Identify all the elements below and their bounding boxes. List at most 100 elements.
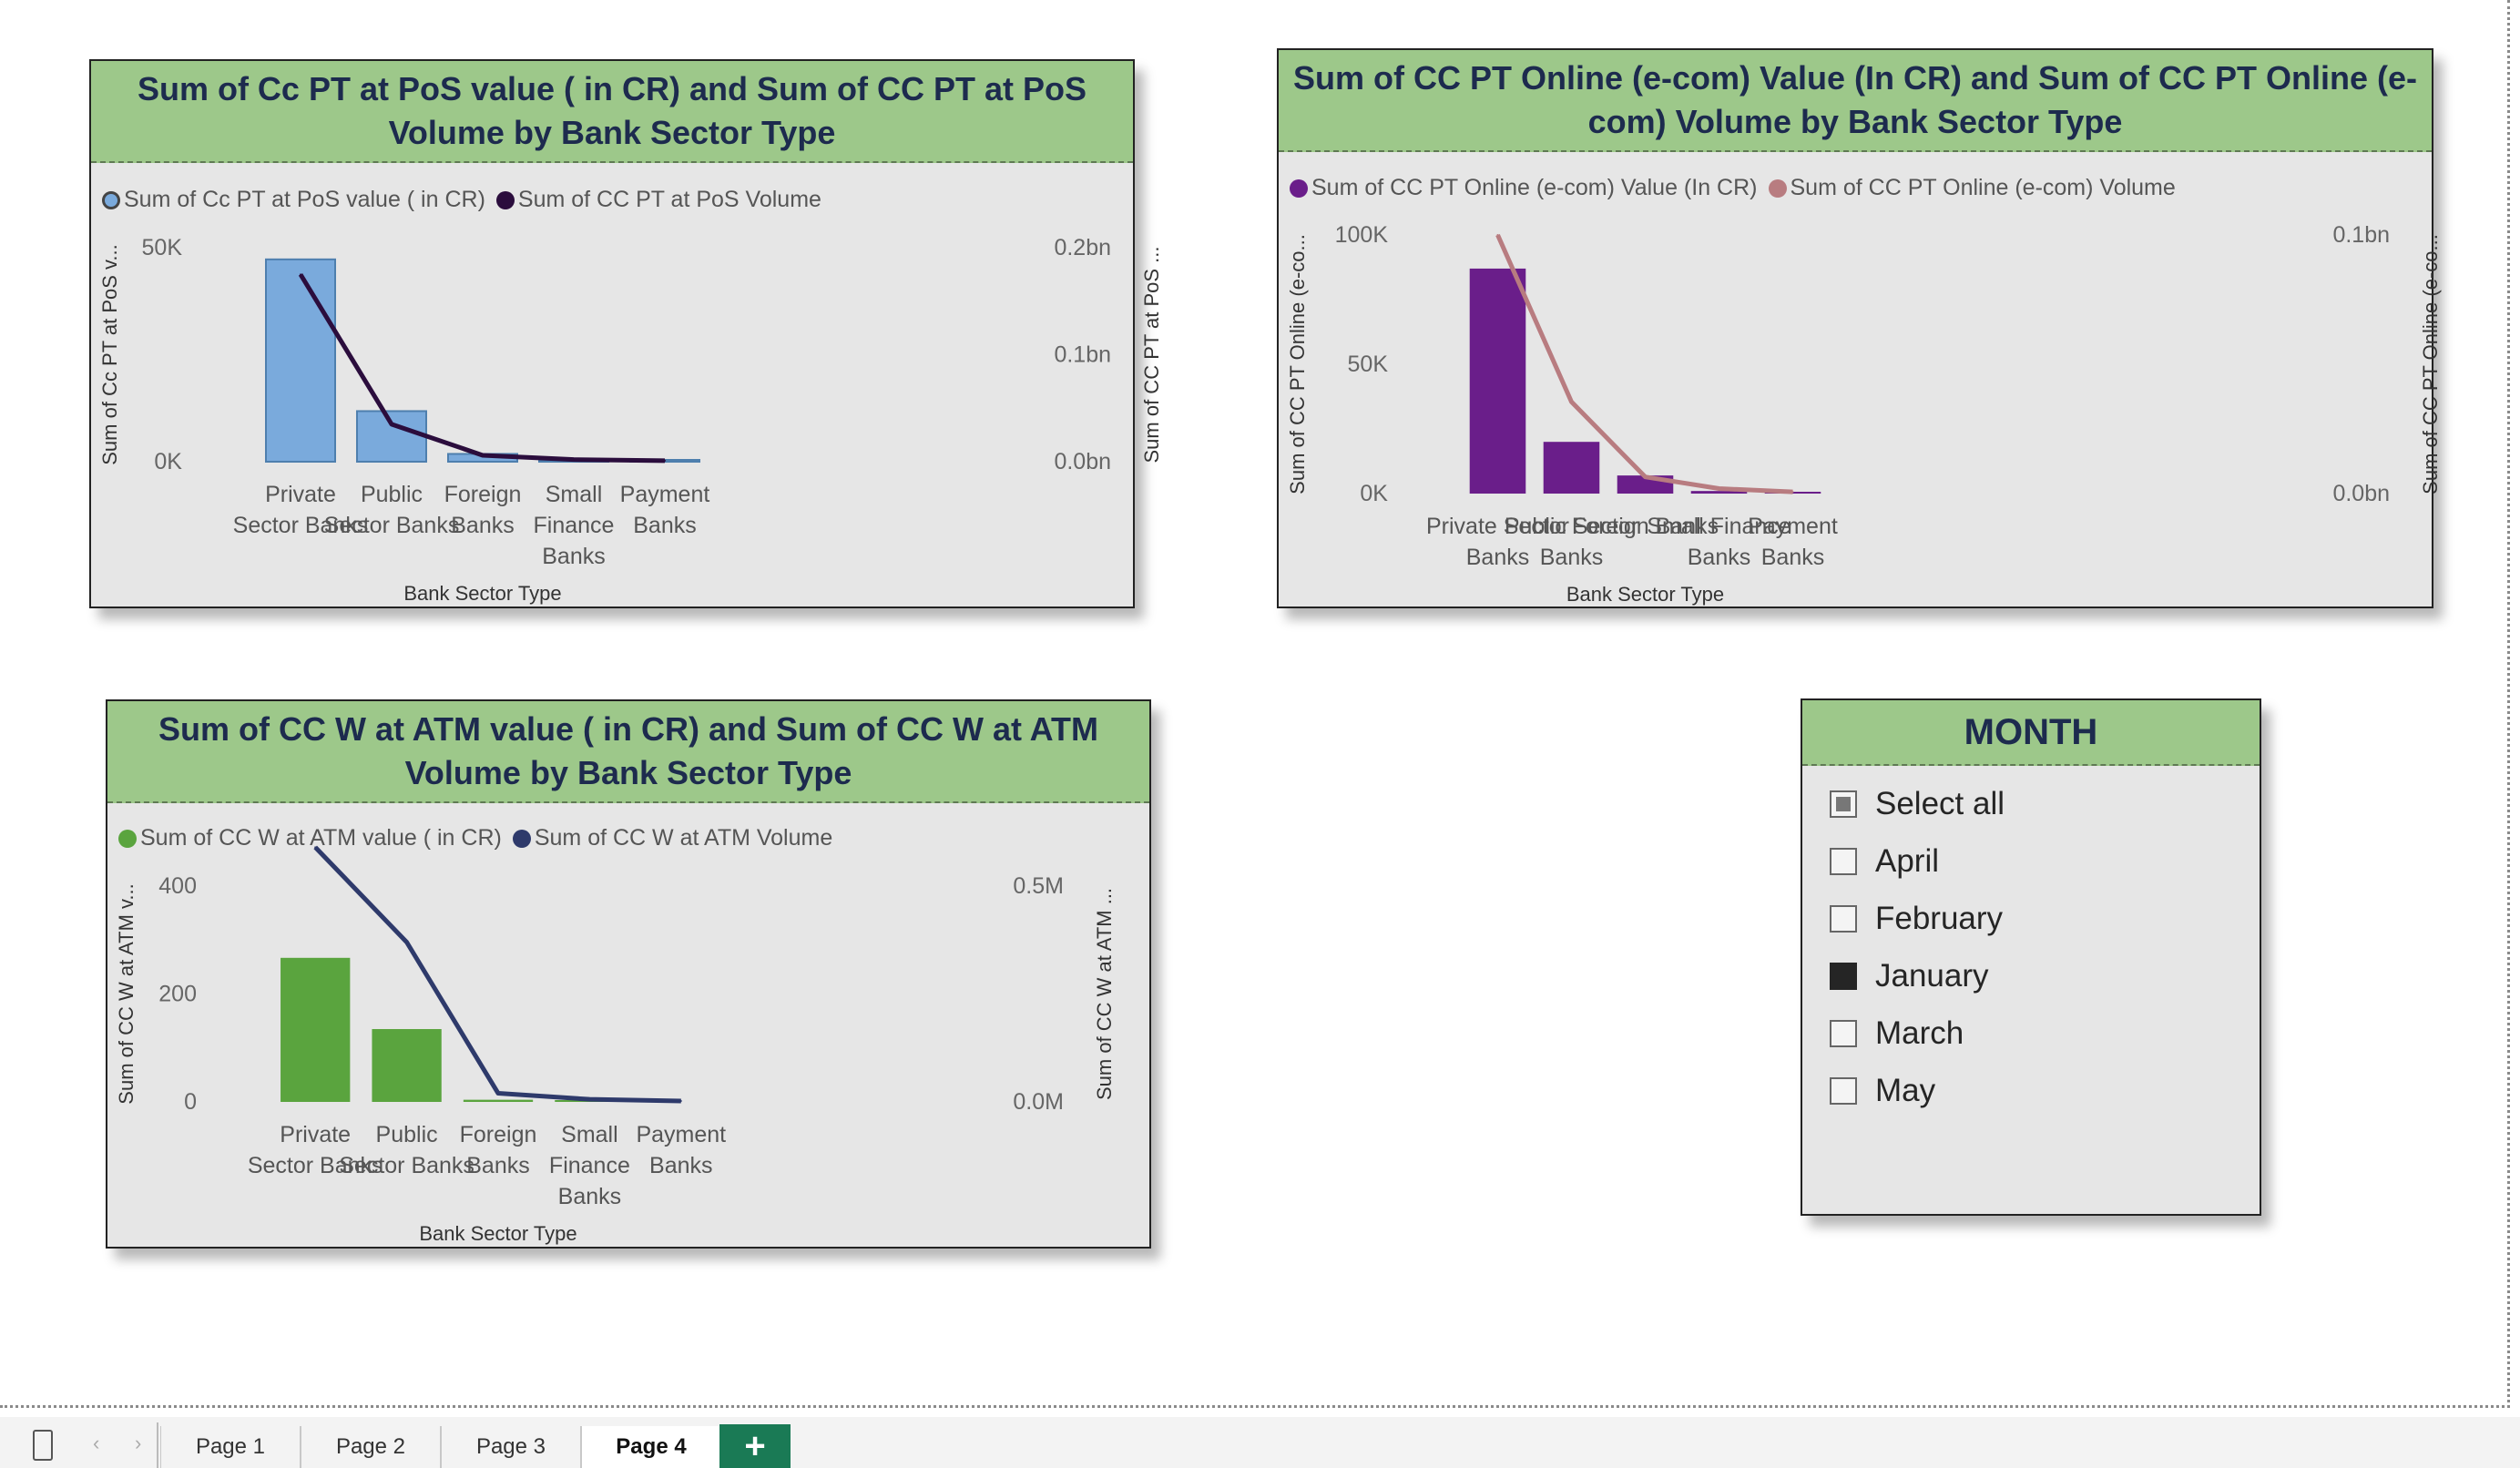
slicer-item[interactable]: May (1830, 1073, 1935, 1109)
x-tick-label: Public (376, 1122, 438, 1147)
x-axis-title: Bank Sector Type (403, 582, 561, 605)
x-tick-label: Foreign (460, 1122, 537, 1147)
page-tab[interactable]: Page 2 (301, 1426, 441, 1468)
chart-title: Sum of CC PT Online (e-com) Value (In CR… (1292, 59, 2418, 140)
mobile-layout-icon[interactable] (33, 1430, 53, 1461)
bar (281, 957, 351, 1102)
slicer-item[interactable]: February (1830, 901, 2003, 937)
slicer-item[interactable]: January (1830, 958, 1989, 994)
x-tick-label: Banks (1688, 545, 1750, 570)
x-tick-label: Sector Banks (324, 513, 460, 538)
series-line (298, 273, 666, 464)
tab-scroll-left-icon[interactable]: ‹ (93, 1432, 100, 1454)
bar (372, 1029, 442, 1102)
line-point (300, 273, 301, 276)
legend-item-line[interactable]: Sum of CC PT Online (e-com) Volume (1768, 175, 2176, 201)
chart-plot[interactable]: 0K 50K 0.0bn 0.1bn 0.2bn Sum of Cc PT at PoS … (91, 61, 1163, 610)
chart-ecom-visual[interactable]: Sum of CC PT Online (e-com) Value (In CR… (1277, 48, 2442, 610)
y-right-axis-title: Sum of CC PT Online (e-co... (2419, 234, 2442, 494)
checkbox-icon[interactable] (1830, 848, 1857, 875)
x-axis-title: Bank Sector Type (419, 1222, 576, 1245)
report-canvas (0, 0, 2510, 1408)
tab-scroll-right-icon[interactable]: › (135, 1432, 142, 1454)
x-tick-label: Small (546, 482, 603, 507)
slicer-item-label: February (1875, 901, 2004, 936)
slicer-item-label: Select all (1875, 786, 2005, 821)
legend-item-bar[interactable]: Sum of Cc PT at PoS value ( in CR) (102, 187, 485, 213)
checkbox-icon[interactable] (1830, 1077, 1857, 1105)
line-point (482, 454, 484, 456)
x-axis-title: Bank Sector Type (1566, 583, 1724, 606)
bar (463, 1099, 534, 1102)
legend-item-line[interactable]: Sum of CC PT at PoS Volume (495, 187, 821, 213)
checkbox-icon[interactable] (1830, 963, 1857, 990)
add-page-button[interactable]: + (719, 1424, 791, 1468)
x-tick-label: Payment (1748, 514, 1838, 539)
bar (356, 410, 427, 464)
checkbox-icon[interactable] (1830, 790, 1857, 818)
legend-item-bar[interactable]: Sum of CC W at ATM value ( in CR) (118, 825, 502, 851)
checkbox-icon[interactable] (1830, 905, 1857, 933)
page-tab[interactable]: Page 4x (581, 1422, 733, 1468)
legend-item-line[interactable]: Sum of CC W at ATM Volume (512, 825, 832, 851)
legend-item-bar[interactable]: Sum of CC PT Online (e-com) Value (In CR… (1290, 175, 1758, 201)
y-right-tick-label: 0.1bn (1054, 342, 1111, 368)
slicer-item[interactable]: Select all (1830, 786, 2005, 822)
y-left-tick-label: 50K (1348, 352, 1389, 377)
chart-title: Sum of CC W at ATM value ( in CR) and Su… (158, 710, 1098, 791)
x-tick-label: Sector Banks (339, 1153, 474, 1178)
x-tick-label: Sector Banks (233, 513, 369, 538)
y-left-axis-title: Sum of CC PT Online (e-co... (1286, 234, 1309, 494)
y-right-tick-label: 0.5M (1013, 873, 1064, 899)
slicer-item[interactable]: April (1830, 843, 1939, 880)
x-tick-label: Finance (534, 513, 615, 538)
slicer-item[interactable]: March (1830, 1015, 1964, 1052)
line-point (1718, 487, 1720, 490)
x-tick-label: Banks (451, 513, 514, 538)
legend-marker-line-icon (1768, 178, 1787, 198)
line-point (314, 846, 317, 849)
y-right-axis-title: Sum of CC W at ATM ... (1093, 888, 1116, 1100)
line-point (391, 423, 393, 425)
x-tick-label: Payment (636, 1122, 726, 1147)
slicer-item-label: May (1875, 1073, 1936, 1108)
legend-marker-bar-icon (118, 829, 137, 848)
x-tick-label: Sector Banks (248, 1153, 383, 1178)
y-right-tick-label: 0.0bn (2332, 481, 2390, 506)
chart-plot[interactable]: 0 200 400 0.0M 0.5M Sum of CC W at ATM v... Su… (107, 701, 1153, 1250)
page-tab[interactable]: Page 1 (160, 1426, 301, 1468)
line-point (664, 459, 666, 462)
legend-label-line: Sum of CC PT Online (e-com) Volume (1790, 175, 2176, 200)
slicer-item-label: January (1875, 958, 1989, 994)
series-line (1495, 233, 1793, 494)
bar (1690, 491, 1748, 494)
page-tab-bar: ‹ › Page 1 Page 2 Page 3 Page 4x + (0, 1417, 2520, 1468)
legend-label-bar: Sum of Cc PT at PoS value ( in CR) (124, 187, 485, 212)
month-slicer[interactable]: MONTH Select all April February January Marc… (1801, 698, 2261, 1216)
chart-legend[interactable]: Sum of CC W at ATM value ( in CR) Sum of… (118, 825, 843, 851)
y-left-tick-label: 0K (154, 449, 182, 474)
x-tick-label: Small Finance (1647, 514, 1791, 539)
y-left-axis-title: Sum of CC W at ATM v... (115, 883, 138, 1104)
line-point (679, 1100, 682, 1103)
chart-legend[interactable]: Sum of Cc PT at PoS value ( in CR) Sum o… (102, 187, 832, 213)
chart-pos-visual[interactable]: Sum of Cc PT at PoS value ( in CR) and S… (89, 59, 1163, 610)
series-line (313, 845, 681, 1104)
plus-icon: + (744, 1425, 766, 1466)
y-left-tick-label: 0 (184, 1089, 197, 1115)
x-tick-label: Payment (620, 482, 710, 507)
chart-plot[interactable]: 0K 50K 100K 0.0bn 0.1bn Sum of CC PT Online (… (1279, 50, 2442, 610)
x-tick-label: Foreign Banks (1572, 514, 1719, 539)
legend-label-bar: Sum of CC PT Online (e-com) Value (In CR… (1311, 175, 1758, 200)
line-point (1496, 234, 1499, 236)
y-left-tick-label: 0K (1360, 481, 1388, 506)
chart-title-bar: Sum of CC W at ATM value ( in CR) and Su… (107, 701, 1149, 803)
chart-atm-visual[interactable]: Sum of CC W at ATM value ( in CR) and Su… (106, 699, 1151, 1249)
legend-label-bar: Sum of CC W at ATM value ( in CR) (140, 825, 502, 851)
chart-legend[interactable]: Sum of CC PT Online (e-com) Value (In CR… (1290, 175, 2187, 201)
y-right-axis-title: Sum of CC PT at PoS ... (1140, 246, 1163, 463)
x-tick-label: Public (361, 482, 423, 507)
page-tab-label: Page 2 (335, 1434, 406, 1459)
checkbox-icon[interactable] (1830, 1020, 1857, 1047)
page-tab[interactable]: Page 3 (441, 1426, 581, 1468)
